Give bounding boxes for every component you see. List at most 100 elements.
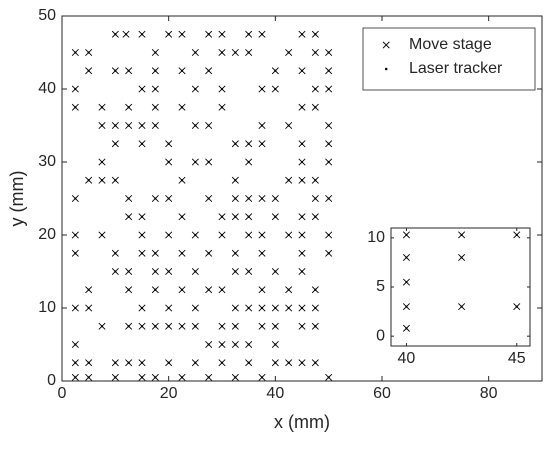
dot-marker	[300, 361, 304, 364]
dot-marker	[405, 327, 408, 330]
dot-marker	[247, 343, 250, 346]
dot-marker	[260, 233, 264, 237]
dot-marker	[327, 124, 330, 127]
dot-marker	[127, 197, 130, 200]
dot-marker	[274, 69, 277, 72]
dot-marker	[100, 106, 104, 109]
dot-marker	[154, 270, 157, 273]
dot-marker	[167, 160, 170, 164]
dot-marker	[300, 179, 304, 182]
x-tick-label: 40	[398, 350, 416, 367]
dot-marker	[100, 179, 104, 182]
dot-marker	[314, 288, 317, 291]
dot-marker	[260, 197, 264, 200]
dot-marker	[515, 233, 518, 236]
dot-marker	[274, 343, 277, 346]
dot-marker	[247, 142, 250, 145]
dot-marker	[167, 233, 170, 237]
y-tick-label: 50	[38, 7, 56, 24]
dot-marker	[167, 306, 170, 310]
dot-marker	[140, 142, 144, 145]
axes-box	[61, 15, 543, 382]
dot-marker	[405, 305, 408, 308]
dot-marker	[194, 124, 197, 127]
dot-marker	[207, 69, 210, 72]
dot-marker	[127, 361, 130, 364]
dot-marker	[287, 288, 290, 291]
x-tick-label: 60	[373, 385, 391, 402]
dot-marker	[180, 325, 184, 328]
dot-marker	[87, 69, 90, 72]
dot-marker	[127, 124, 130, 127]
dot-marker	[234, 325, 237, 328]
dot-marker	[180, 179, 184, 182]
dot-marker	[300, 215, 304, 218]
dot-marker	[74, 376, 77, 379]
x-axis-label: x (mm)	[274, 412, 330, 432]
dot-marker	[274, 325, 277, 328]
y-tick-label: 0	[47, 372, 56, 389]
dot-marker	[207, 124, 210, 127]
dot-marker	[260, 306, 264, 310]
dot-marker	[87, 361, 90, 364]
dot-marker	[300, 160, 304, 164]
dot-marker	[300, 33, 304, 36]
dot-marker	[405, 280, 408, 284]
dot-marker	[194, 87, 197, 91]
dot-marker	[274, 270, 277, 273]
dot-marker	[74, 106, 77, 109]
dot-marker	[74, 233, 77, 237]
dot-marker	[140, 306, 144, 310]
plot-area	[391, 228, 530, 346]
dot-marker	[114, 33, 117, 36]
dot-marker	[114, 124, 117, 127]
dot-marker	[314, 51, 317, 54]
dot-marker	[247, 33, 250, 36]
dot-marker	[180, 376, 184, 379]
y-tick-label: 10	[367, 229, 385, 246]
dot-marker	[154, 376, 157, 379]
dot-marker	[127, 288, 130, 291]
dot-marker	[220, 87, 224, 91]
dot-marker	[234, 343, 237, 346]
x-tick-label: 20	[160, 385, 178, 402]
dot-marker	[274, 197, 277, 200]
dot-marker	[314, 197, 317, 200]
dot-marker	[114, 376, 117, 379]
dot-marker	[234, 51, 237, 54]
dot-marker	[207, 252, 210, 255]
dot-marker	[260, 87, 264, 91]
legend: Move stage Laser tracker	[362, 27, 536, 91]
dot-marker	[154, 252, 157, 255]
dot-marker	[167, 33, 170, 36]
dot-marker	[287, 51, 290, 54]
dot-marker	[260, 33, 264, 36]
dot-marker	[220, 325, 224, 328]
inset-axes: 40 45 0 5 10	[367, 227, 531, 367]
dot-marker	[74, 87, 77, 91]
dot-marker	[140, 124, 144, 127]
dot-marker	[287, 179, 290, 182]
dot-marker	[327, 376, 330, 379]
dot-marker	[234, 215, 237, 218]
dot-marker	[300, 270, 304, 273]
dot-marker	[314, 179, 317, 182]
dot-marker	[314, 215, 317, 218]
dot-marker	[180, 69, 184, 72]
dot-marker	[247, 361, 250, 364]
dot-marker	[194, 270, 197, 273]
dot-marker	[74, 252, 77, 255]
dot-marker	[154, 325, 157, 328]
dot-marker	[220, 288, 224, 291]
dot-marker	[87, 376, 90, 379]
dot-marker	[167, 142, 170, 145]
y-tick-label: 40	[38, 80, 56, 97]
dot-marker	[405, 256, 408, 259]
dot-marker	[100, 325, 104, 328]
dot-marker	[274, 87, 277, 91]
dot-marker	[287, 361, 290, 364]
dot-marker	[154, 51, 157, 54]
dot-marker	[180, 215, 184, 218]
dot-marker	[405, 233, 408, 236]
